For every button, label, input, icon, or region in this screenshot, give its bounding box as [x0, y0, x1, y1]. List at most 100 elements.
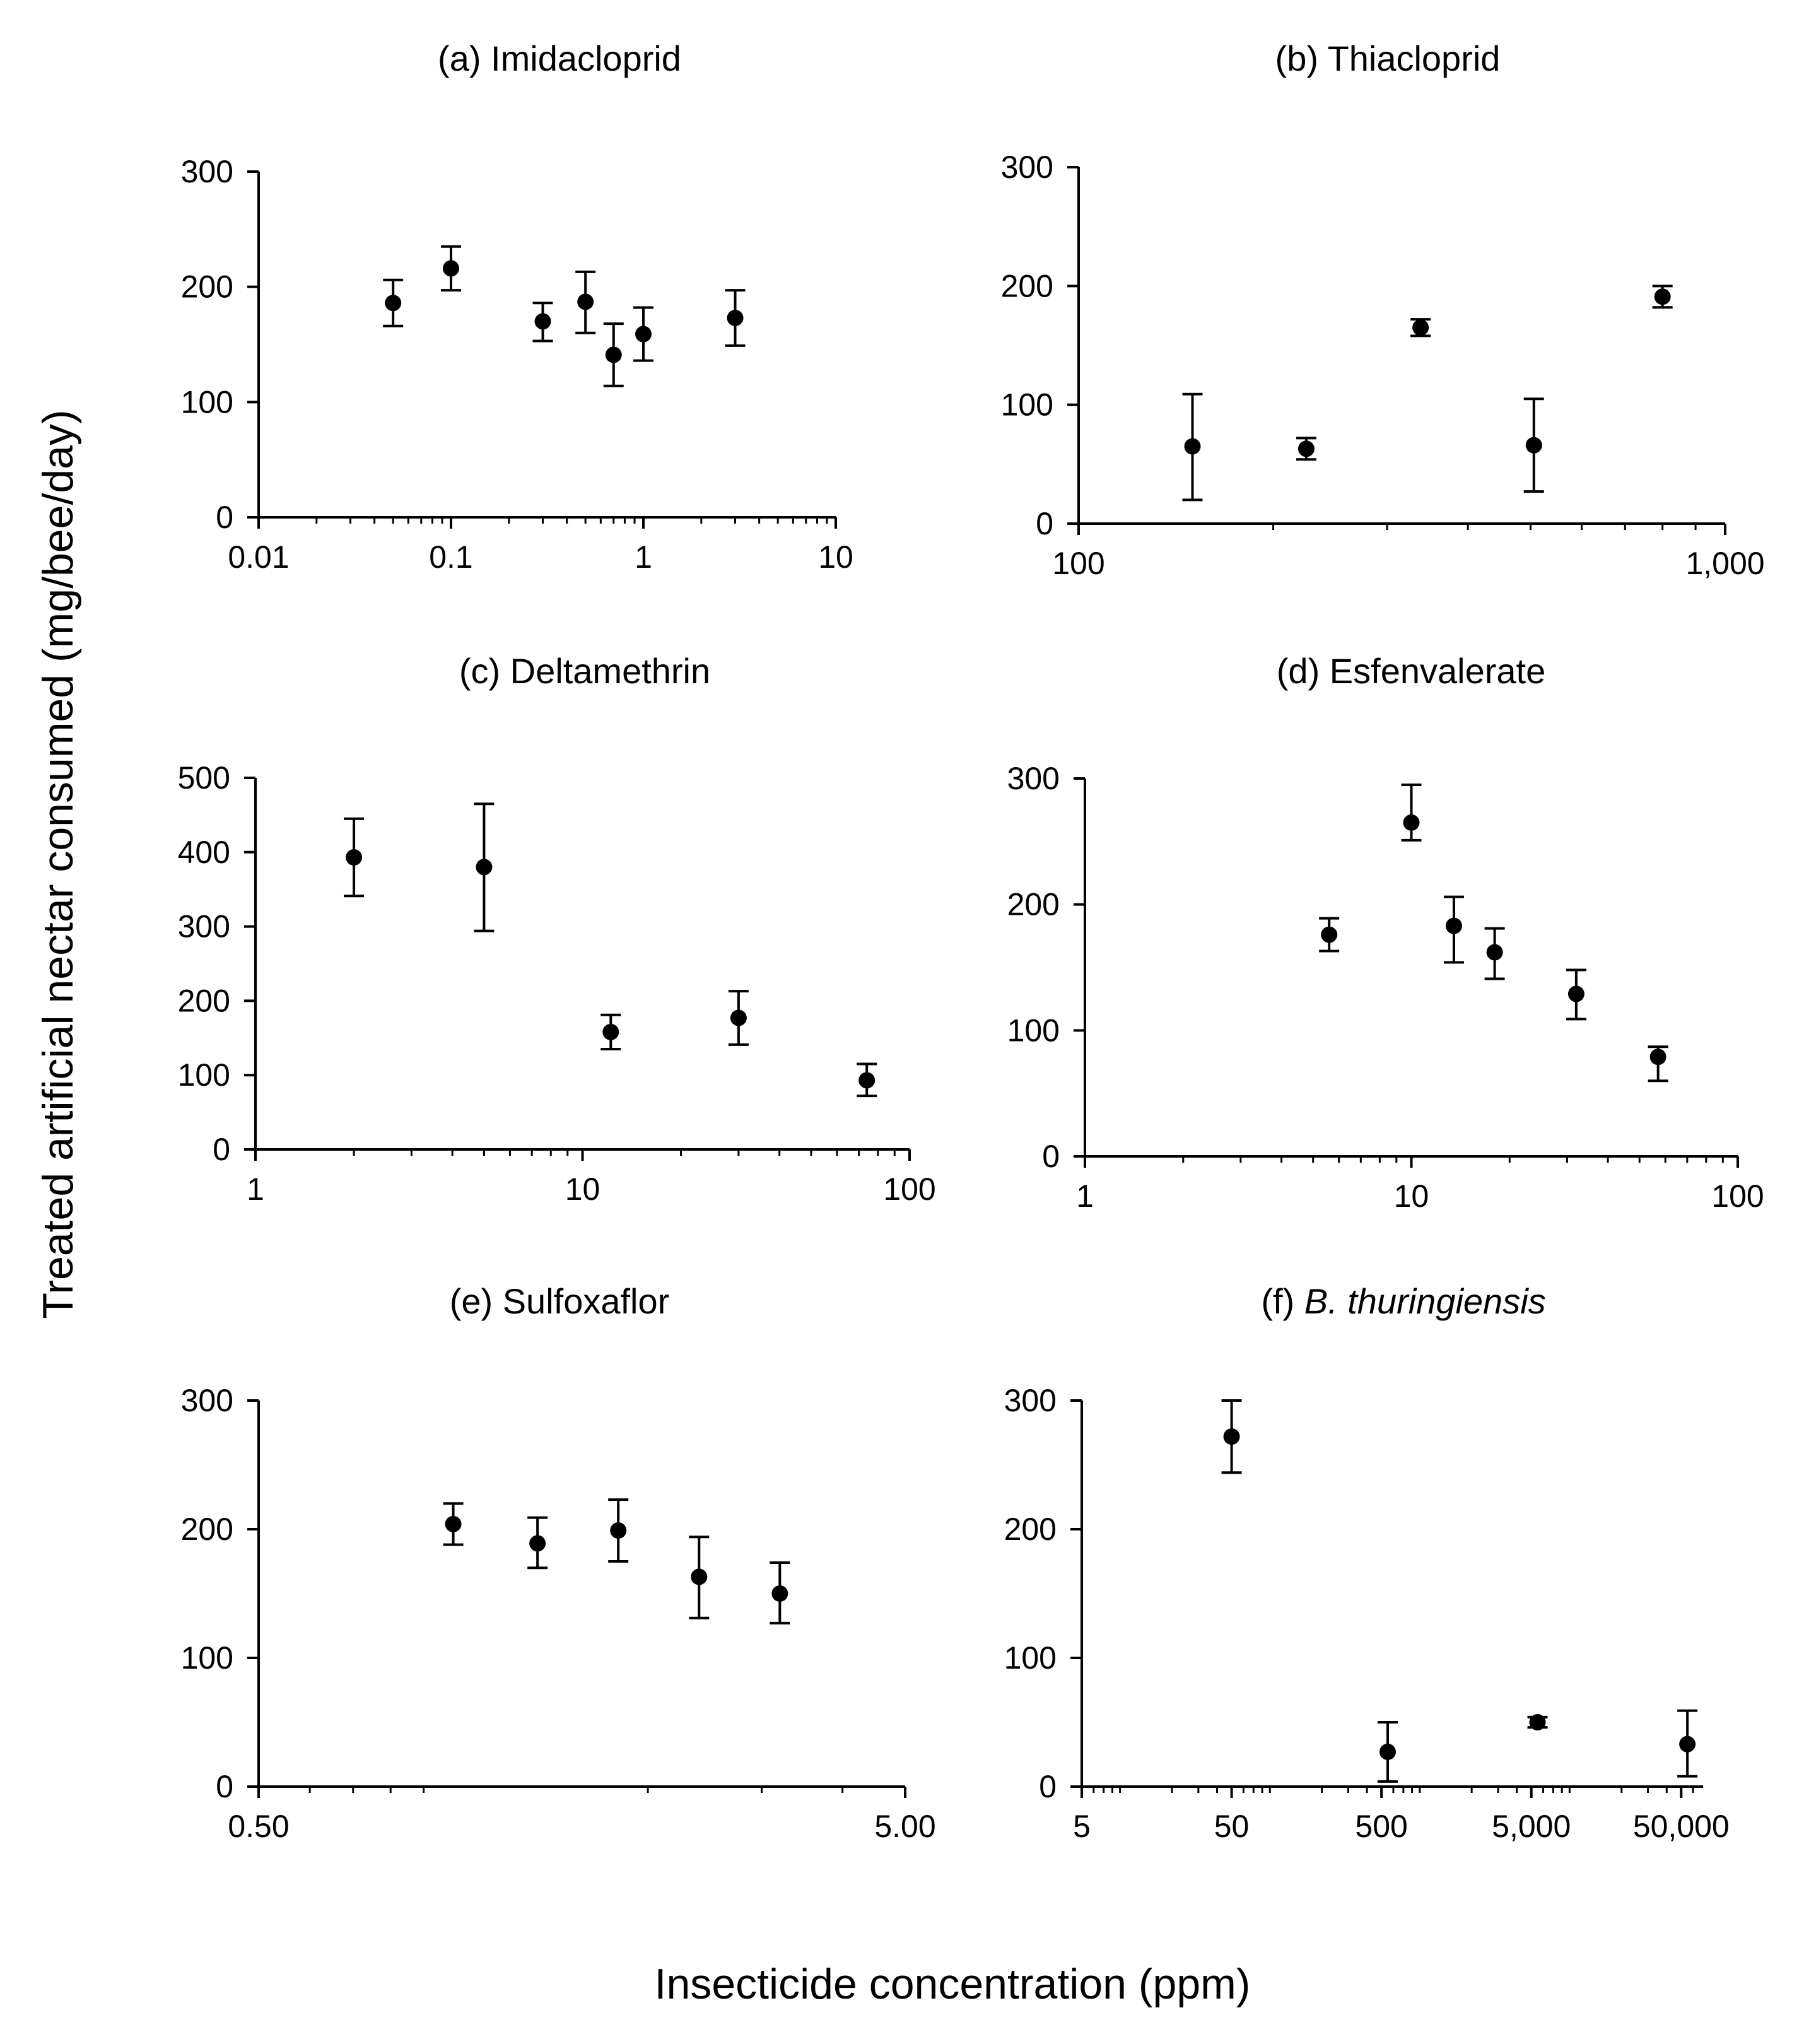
data-point: [725, 289, 746, 347]
y-tick-label: 0: [213, 1132, 230, 1167]
y-tick-label: 200: [178, 983, 230, 1018]
data-point: [608, 1498, 629, 1563]
figure-ylabel: Treated artificial nectar consumed (mg/b…: [34, 409, 82, 1319]
data-marker: [1223, 1428, 1240, 1445]
data-marker: [1379, 1743, 1396, 1760]
x-tick-label: 10: [565, 1172, 600, 1207]
data-point: [1648, 1045, 1668, 1083]
x-tick-label: 1: [1076, 1178, 1094, 1214]
data-marker: [691, 1568, 708, 1585]
data-point: [633, 306, 653, 362]
x-tick-label: 10: [818, 539, 853, 575]
y-tick-label: 0: [216, 1769, 233, 1804]
data-point: [770, 1561, 790, 1624]
data-point: [1443, 895, 1464, 964]
data-point: [1566, 968, 1586, 1021]
chart-panel-1: (a) Imidacloprid 0 100 200 300 0.01 0.1 1 10: [181, 38, 853, 575]
data-point: [600, 1013, 621, 1050]
y-tick-label: 200: [1001, 268, 1053, 303]
data-marker: [1184, 438, 1201, 455]
y-tick-label: 500: [178, 760, 230, 796]
y-tick-label: 100: [1007, 1013, 1060, 1048]
y-tick-label: 200: [1004, 1512, 1057, 1547]
y-tick-label: 100: [1001, 387, 1053, 423]
y-tick-label: 200: [1007, 887, 1060, 922]
x-tick-label: 1,000: [1685, 546, 1764, 581]
data-marker: [443, 260, 459, 277]
data-point: [689, 1536, 710, 1619]
data-marker: [1403, 814, 1420, 831]
data-marker: [476, 859, 493, 876]
y-tick-label: 200: [181, 269, 233, 305]
x-tick-label: 1: [247, 1172, 264, 1207]
panel-title-italic: B. thuringiensis: [1304, 1281, 1546, 1321]
y-tick-label: 100: [1004, 1640, 1057, 1676]
data-marker: [727, 309, 744, 326]
y-tick-label: 400: [178, 835, 230, 870]
data-marker: [529, 1535, 546, 1552]
data-point: [575, 270, 596, 334]
data-point: [728, 990, 749, 1046]
y-tick-label: 100: [181, 384, 233, 420]
data-point: [474, 802, 495, 932]
data-point: [1377, 1721, 1398, 1783]
x-tick-label: 0.50: [228, 1809, 289, 1844]
x-tick-label: 1: [635, 539, 652, 575]
panel-title: (c) Deltamethrin: [459, 651, 710, 691]
chart-panel-4: (d) Esfenvalerate 0 100 200 300 1 10 100: [1007, 651, 1764, 1214]
y-tick-label: 0: [1042, 1139, 1060, 1174]
x-tick-label: 5: [1073, 1809, 1091, 1844]
data-point: [1527, 1714, 1548, 1730]
chart-panel-3: (c) Deltamethrin 0 100 200 300 400 500 1 10 100: [178, 651, 936, 1207]
y-tick-label: 0: [216, 500, 233, 535]
x-tick-label: 0.01: [228, 539, 289, 575]
figure-xlabel: Insecticide concentration (ppm): [655, 1960, 1251, 2008]
y-tick-label: 0: [1039, 1769, 1057, 1804]
data-point: [1319, 917, 1340, 953]
chart-panel-6: (f) B. thuringiensis 0 100 200 300 5 50 500 5,00…: [1004, 1281, 1730, 1844]
data-marker: [1567, 985, 1584, 1002]
x-tick-label: 50,000: [1633, 1809, 1730, 1844]
data-marker: [1654, 288, 1671, 305]
data-point: [1296, 437, 1316, 461]
x-tick-label: 5,000: [1492, 1809, 1571, 1844]
x-tick-label: 500: [1355, 1809, 1407, 1844]
x-tick-label: 100: [883, 1172, 935, 1207]
data-marker: [346, 849, 363, 866]
data-marker: [635, 326, 652, 343]
data-marker: [445, 1515, 462, 1532]
x-tick-label: 50: [1214, 1809, 1250, 1844]
data-marker: [1412, 319, 1429, 336]
y-tick-label: 100: [181, 1640, 233, 1676]
data-marker: [1445, 917, 1462, 934]
data-point: [857, 1062, 877, 1098]
y-tick-label: 300: [178, 909, 230, 944]
x-tick-label: 10: [1394, 1178, 1429, 1214]
data-point: [527, 1516, 548, 1570]
data-point: [1523, 397, 1544, 493]
data-marker: [605, 346, 622, 363]
y-tick-label: 100: [178, 1057, 230, 1093]
data-marker: [602, 1023, 619, 1040]
x-tick-label: 100: [1052, 546, 1104, 581]
y-tick-label: 200: [181, 1512, 233, 1547]
data-marker: [534, 313, 551, 330]
data-point: [344, 817, 365, 898]
data-marker: [1649, 1048, 1666, 1066]
data-point: [1221, 1399, 1242, 1474]
data-marker: [730, 1009, 747, 1026]
chart-panel-5: (e) Sulfoxaflor 0 100 200 300 0.50 5.00: [181, 1281, 936, 1844]
x-tick-label: 0.1: [429, 539, 473, 575]
chart-panel-2: (b) Thiacloprid 0 100 200 300 100 1,000: [1001, 38, 1765, 581]
data-point: [1652, 285, 1673, 309]
data-marker: [577, 293, 594, 310]
data-point: [603, 322, 624, 387]
panel-title: (e) Sulfoxaflor: [450, 1281, 670, 1321]
x-tick-label: 5.00: [874, 1809, 935, 1844]
data-marker: [1529, 1714, 1546, 1730]
data-point: [532, 302, 553, 343]
y-tick-label: 300: [1001, 150, 1053, 185]
data-marker: [1297, 440, 1315, 457]
